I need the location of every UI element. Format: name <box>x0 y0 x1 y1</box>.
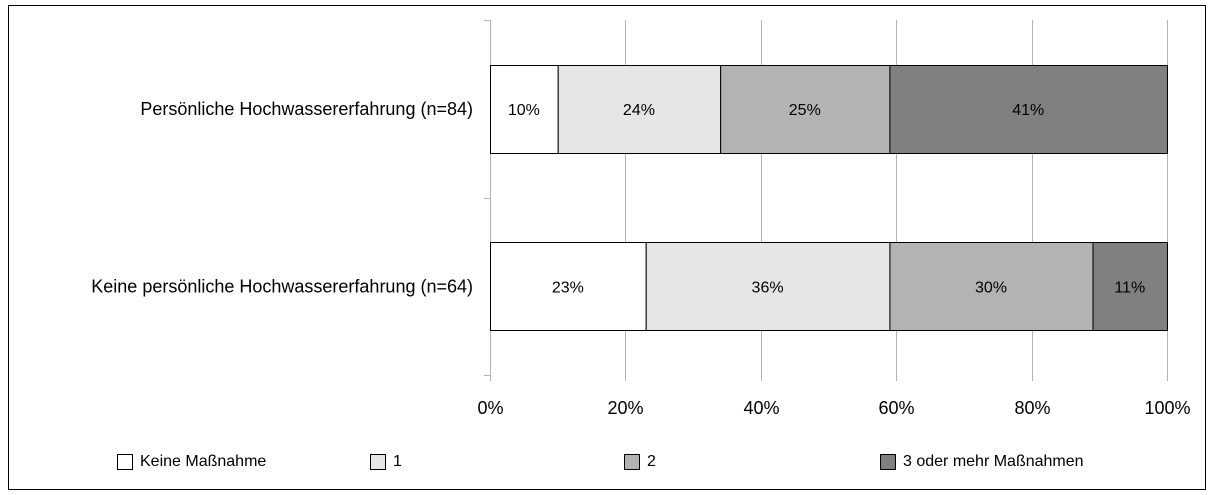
x-tick-label: 40% <box>743 398 779 418</box>
legend-swatch-keine-massnahme <box>117 454 133 470</box>
data-label: 23% <box>552 279 584 296</box>
legend-swatch-3-oder-mehr <box>880 454 896 470</box>
bar-segment <box>720 65 891 154</box>
data-label: 24% <box>623 102 655 119</box>
chart-frame <box>8 5 1206 490</box>
data-label: 11% <box>1114 279 1145 296</box>
data-label: 25% <box>789 102 821 119</box>
bar-segment <box>889 65 1168 154</box>
category-label: Keine persönliche Hochwassererfahrung (n… <box>91 276 473 296</box>
legend-label-3-oder-mehr: 3 oder mehr Maßnahmen <box>903 453 1084 470</box>
legend-item-3-oder-mehr: 3 oder mehr Maßnahmen <box>880 451 1084 473</box>
data-label: 36% <box>752 279 784 296</box>
bar-segment <box>490 65 559 154</box>
x-tick-label: 60% <box>878 398 914 418</box>
legend-item-1: 1 <box>370 451 402 473</box>
bar-segment <box>557 65 722 154</box>
legend-swatch-1 <box>370 454 386 470</box>
data-label: 41% <box>1012 102 1044 119</box>
legend-item-keine-massnahme: Keine Maßnahme <box>117 451 266 473</box>
x-tick-label: 80% <box>1014 398 1050 418</box>
x-tick-label: 20% <box>607 398 643 418</box>
x-tick-label: 100% <box>1144 398 1190 418</box>
legend-label-1: 1 <box>393 453 402 470</box>
data-label: 30% <box>975 279 1007 296</box>
bar-segment <box>645 242 891 331</box>
legend-label-keine-massnahme: Keine Maßnahme <box>140 453 267 470</box>
data-label: 10% <box>508 102 540 119</box>
x-tick-label: 0% <box>477 398 503 418</box>
bar-segment <box>490 242 647 331</box>
legend-label-2: 2 <box>647 453 656 470</box>
legend-item-2: 2 <box>624 451 656 473</box>
category-label: Persönliche Hochwassererfahrung (n=84) <box>140 99 473 119</box>
bar-segment <box>1092 242 1169 331</box>
legend-swatch-2 <box>624 454 640 470</box>
